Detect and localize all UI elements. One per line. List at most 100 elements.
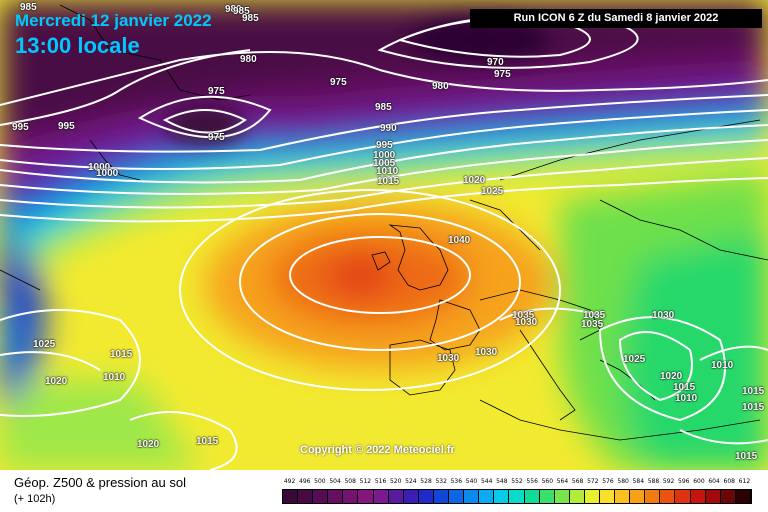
- isobar-label: 980: [432, 81, 449, 92]
- isobar-label: 975: [330, 77, 347, 88]
- color-scale-swatch: [554, 490, 570, 503]
- color-scale-tick: 612: [738, 478, 751, 485]
- isobar-label: 1020: [45, 376, 68, 387]
- isobar-label: 975: [208, 86, 225, 97]
- isobar-label: 980: [225, 4, 242, 15]
- isobar-label: 1015: [110, 349, 133, 360]
- color-scale-swatch: [615, 490, 631, 503]
- color-scale-swatch: [524, 490, 540, 503]
- color-scale-swatch: [584, 490, 600, 503]
- color-scale-swatch: [343, 490, 359, 503]
- color-scale-tick: 608: [723, 478, 735, 485]
- color-scale-tick: 532: [435, 478, 447, 485]
- color-scale-tick: 544: [480, 478, 493, 485]
- color-scale-swatch: [373, 490, 389, 503]
- isobar-label: 980: [240, 54, 257, 65]
- color-scale-tick: 600: [693, 478, 705, 485]
- color-scale-swatch: [630, 490, 646, 503]
- color-scale-tick: 500: [314, 478, 326, 485]
- isobar-label: 1015: [673, 382, 696, 393]
- color-scale: 492 496 500 504 508 512 516 520 524 528 532 536 540 5…: [282, 478, 752, 506]
- color-scale-swatch: [313, 490, 329, 503]
- coastlines: [0, 4, 768, 441]
- color-scale-swatch: [298, 490, 314, 503]
- map-area: 980 985 985 985 980 975 980 970 975 975 975 985 995 9…: [0, 0, 768, 470]
- isobar-label: 1025: [481, 186, 504, 197]
- isobar-label: 985: [242, 13, 259, 24]
- color-scale-tick: 548: [496, 478, 508, 485]
- isobars: [0, 14, 768, 470]
- color-scale-tick: 580: [617, 478, 629, 485]
- color-scale-tick: 564: [556, 478, 569, 485]
- isobar-label: 1015: [377, 176, 400, 187]
- isobar-label: 1030: [437, 353, 460, 364]
- color-scale-swatch: [509, 490, 525, 503]
- color-scale-tick: 540: [465, 478, 478, 485]
- geopotential-map: [0, 0, 768, 470]
- color-scale-swatch: [328, 490, 344, 503]
- color-scale-tick: 604: [708, 478, 720, 485]
- color-scale-swatch: [403, 490, 419, 503]
- isobar-label: 1025: [33, 339, 56, 350]
- color-scale-swatch: [358, 490, 374, 503]
- color-scale-swatch: [418, 490, 434, 503]
- color-scale-ticks: 492 496 500 504 508 512 516 520 524 528 532 536 540 5…: [282, 478, 752, 488]
- color-scale-tick: 536: [450, 478, 463, 485]
- isobar-label: 1000: [88, 162, 111, 173]
- isobar-label: 1030: [475, 347, 498, 358]
- isobar-label: 995: [376, 140, 393, 151]
- isobar-label: 985: [20, 2, 37, 13]
- color-scale-swatch: [283, 490, 299, 503]
- isobar-label: 975: [494, 69, 511, 80]
- color-scale-tick: 596: [678, 478, 690, 485]
- isobar-label: 1000: [373, 150, 396, 161]
- isobar-label: 1015: [742, 402, 765, 413]
- color-scale-tick: 524: [405, 478, 417, 485]
- isobar-label: 1030: [515, 317, 538, 328]
- isobar-label: 1030: [652, 310, 675, 321]
- color-scale-tick: 588: [647, 478, 660, 485]
- geopotential-field: [0, 0, 768, 470]
- color-scale-tick: 556: [526, 478, 538, 485]
- color-scale-swatch: [735, 490, 751, 503]
- isobar-label: 1025: [623, 354, 646, 365]
- isobar-label: 1040: [448, 235, 471, 246]
- color-scale-swatch: [705, 490, 721, 503]
- forecast-date: Mercredi 12 janvier 2022: [15, 11, 212, 30]
- isobar-label: 985: [375, 102, 392, 113]
- isobar-label: 1015: [196, 436, 219, 447]
- isobar-label: 1010: [376, 166, 399, 177]
- isobar-label: 985: [233, 6, 250, 17]
- color-scale-swatch: [479, 490, 495, 503]
- isobar-label: 1015: [742, 386, 765, 397]
- color-scale-swatch: [433, 490, 450, 503]
- isobar-label: 1000: [96, 168, 119, 179]
- color-scale-swatch: [599, 490, 616, 503]
- isobar-label: 1020: [463, 175, 486, 186]
- isobar-label: 990: [380, 123, 397, 134]
- isobar-label: 995: [58, 121, 75, 132]
- isobar-label: 995: [12, 122, 29, 133]
- color-scale-swatch: [388, 490, 404, 503]
- color-scale-tick: 528: [420, 478, 432, 485]
- color-scale-swatch: [539, 490, 555, 503]
- color-scale-swatch: [645, 490, 661, 503]
- isobar-label: 1010: [711, 360, 734, 371]
- color-scale-tick: 492: [283, 478, 296, 485]
- color-scale-swatch: [449, 490, 465, 503]
- color-scale-tick: 520: [389, 478, 402, 485]
- color-scale-tick: 572: [587, 478, 599, 485]
- color-scale-swatch: [464, 490, 480, 503]
- color-scale-swatch: [720, 490, 736, 503]
- color-scale-tick: 576: [602, 478, 614, 485]
- color-scale-tick: 496: [299, 478, 311, 485]
- legend-bar: Géop. Z500 & pression au sol (+ 102h) 49…: [0, 470, 768, 512]
- run-banner: Run ICON 6 Z du Samedi 8 janvier 2022: [470, 9, 762, 28]
- color-scale-tick: 512: [359, 478, 372, 485]
- isobar-label: 1010: [103, 372, 126, 383]
- isobar-label: 1005: [373, 158, 396, 169]
- isobar-label: 1010: [675, 393, 698, 404]
- color-scale-swatch: [675, 490, 691, 503]
- isobar-label: 1020: [137, 439, 160, 450]
